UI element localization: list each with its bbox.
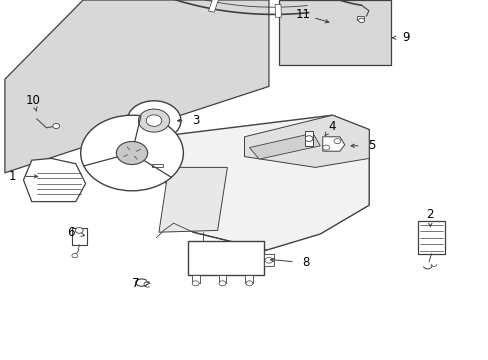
Polygon shape [244, 115, 368, 167]
Polygon shape [245, 275, 253, 283]
Circle shape [127, 101, 181, 140]
Polygon shape [304, 131, 312, 146]
Text: 1: 1 [8, 170, 16, 183]
Polygon shape [5, 0, 268, 173]
Circle shape [138, 109, 169, 132]
Bar [188, 241, 264, 275]
Polygon shape [356, 16, 363, 21]
Circle shape [81, 115, 183, 191]
Circle shape [192, 281, 199, 286]
Polygon shape [151, 164, 163, 167]
Text: 11: 11 [295, 8, 310, 21]
Polygon shape [417, 221, 444, 254]
Text: 3: 3 [191, 114, 199, 127]
Circle shape [72, 253, 78, 258]
Circle shape [53, 123, 60, 129]
Circle shape [245, 281, 252, 286]
Text: 9: 9 [401, 31, 409, 44]
Polygon shape [275, 4, 281, 17]
Circle shape [322, 145, 329, 150]
Polygon shape [23, 158, 85, 202]
Text: 4: 4 [328, 120, 336, 132]
Circle shape [146, 115, 162, 126]
Text: 10: 10 [26, 94, 41, 107]
Polygon shape [156, 115, 368, 250]
Bar [278, 0, 390, 65]
Text: 7: 7 [132, 277, 140, 290]
Circle shape [305, 136, 312, 141]
Polygon shape [159, 167, 227, 232]
Text: 2: 2 [426, 208, 433, 221]
Polygon shape [218, 275, 226, 283]
Text: 6: 6 [67, 226, 75, 239]
Polygon shape [208, 0, 218, 12]
Polygon shape [264, 254, 273, 266]
Polygon shape [72, 228, 86, 245]
Circle shape [333, 139, 340, 144]
Circle shape [75, 228, 83, 233]
Circle shape [264, 257, 272, 263]
Text: 8: 8 [301, 256, 309, 269]
Circle shape [219, 281, 225, 286]
Polygon shape [322, 137, 344, 151]
Text: 5: 5 [367, 139, 375, 152]
Polygon shape [249, 133, 320, 159]
Polygon shape [191, 275, 199, 283]
Circle shape [358, 18, 364, 23]
Circle shape [116, 141, 147, 165]
